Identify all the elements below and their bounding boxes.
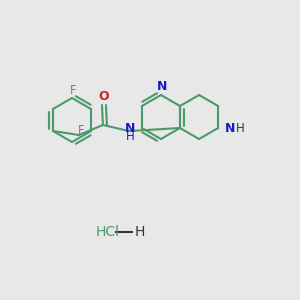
Text: N: N	[225, 122, 235, 134]
Text: HCl: HCl	[96, 225, 120, 239]
Text: N: N	[157, 80, 167, 94]
Text: O: O	[99, 91, 109, 103]
Text: F: F	[70, 83, 76, 97]
Text: H: H	[135, 225, 145, 239]
Text: H: H	[236, 122, 244, 134]
Text: F: F	[78, 124, 84, 137]
Text: N: N	[125, 122, 135, 134]
Text: H: H	[126, 130, 134, 143]
